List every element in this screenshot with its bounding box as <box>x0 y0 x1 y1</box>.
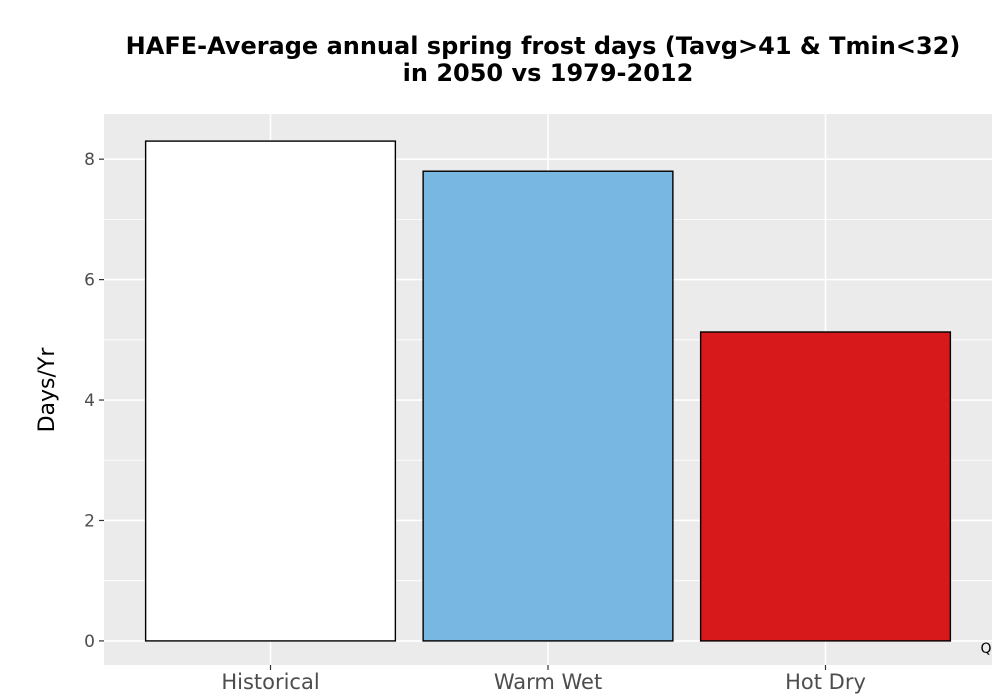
bar-hot-dry <box>699 331 952 642</box>
y-tick-label: 0 <box>84 632 95 652</box>
y-tick-label: 8 <box>84 150 95 170</box>
y-tick-label: 6 <box>84 271 95 291</box>
corner-annotation: Q <box>980 641 991 657</box>
y-tick-label: 2 <box>84 511 95 531</box>
y-tick-label: 4 <box>84 391 95 411</box>
x-tick-label: Hot Dry <box>785 670 866 694</box>
bar-warm-wet <box>422 170 674 642</box>
chart-title-line-2: in 2050 vs 1979-2012 <box>403 59 694 87</box>
bars <box>144 140 952 642</box>
x-tick-label: Historical <box>221 670 319 694</box>
x-tick-label: Warm Wet <box>494 670 602 694</box>
bar-historical <box>144 140 397 642</box>
x-axis-ticks: Historical Warm Wet Hot Dry <box>221 665 866 694</box>
chart-title-line-1: HAFE-Average annual spring frost days (T… <box>126 32 961 60</box>
y-axis-title: Days/Yr <box>35 347 60 433</box>
y-axis-ticks: 0 2 4 6 8 <box>84 150 104 652</box>
